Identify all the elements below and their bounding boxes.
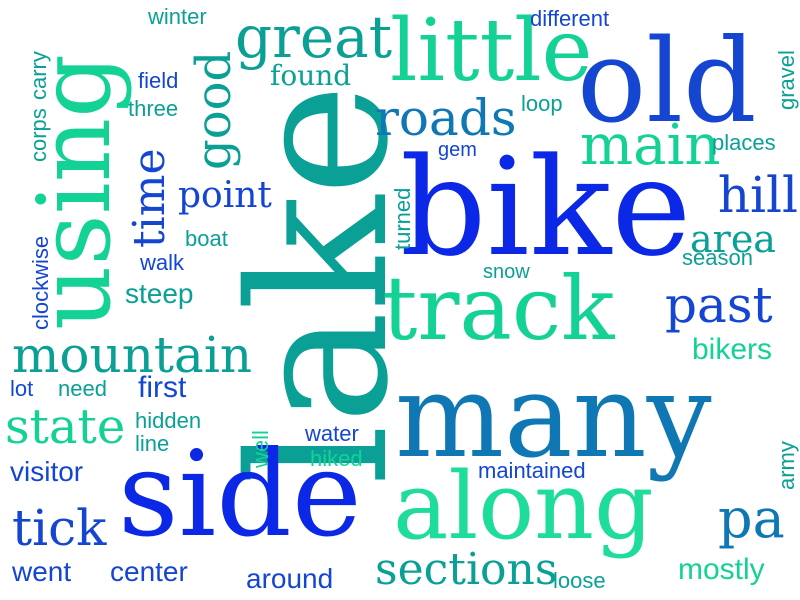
word-clockwise: clockwise xyxy=(28,235,53,330)
word-past: past xyxy=(665,276,773,334)
word-area: area xyxy=(690,217,776,261)
word-visitor: visitor xyxy=(10,456,84,487)
word-mountain: mountain xyxy=(12,326,253,384)
word-gem: gem xyxy=(438,139,477,161)
word-along: along xyxy=(393,452,654,560)
word-found: found xyxy=(270,59,352,92)
word-hill: hill xyxy=(717,166,798,224)
word-time: time xyxy=(124,148,175,248)
word-carry: carry xyxy=(26,51,51,100)
word-first: first xyxy=(138,371,187,404)
word-bikers: bikers xyxy=(692,333,773,366)
word-winter: winter xyxy=(148,4,207,29)
word-loop: loop xyxy=(521,91,563,116)
word-pa: pa xyxy=(718,487,785,550)
word-corps: corps xyxy=(26,108,51,162)
word-hidden: hidden xyxy=(135,408,202,433)
word-walk: walk xyxy=(140,250,185,275)
word-army: army xyxy=(774,441,799,490)
word-around: around xyxy=(246,563,334,594)
word-places: places xyxy=(712,130,776,155)
word-loose: loose xyxy=(553,568,606,593)
word-well: well xyxy=(248,430,273,468)
word-season: season xyxy=(682,245,753,270)
word-water: water xyxy=(305,421,359,446)
word-gravel: gravel xyxy=(774,50,799,110)
word-good: good xyxy=(186,50,242,170)
word-roads: roads xyxy=(375,89,517,147)
word-main: main xyxy=(580,113,721,178)
word-field: field xyxy=(138,68,179,93)
word-sections: sections xyxy=(375,544,558,595)
word-went: went xyxy=(12,556,72,587)
word-lot: lot xyxy=(10,376,34,401)
word-steep: steep xyxy=(125,278,194,309)
word-mostly: mostly xyxy=(678,553,765,586)
word-bike: bike xyxy=(400,129,692,286)
word-center: center xyxy=(110,556,188,587)
word-turned: turned xyxy=(390,187,415,250)
word-line: line xyxy=(135,431,170,456)
word-side: side xyxy=(118,425,362,563)
word-track: track xyxy=(382,257,615,360)
word-hiked: hiked xyxy=(310,446,363,471)
word-state: state xyxy=(5,399,126,455)
word-many: many xyxy=(395,350,712,484)
word-snow: snow xyxy=(483,261,530,283)
word-need: need xyxy=(58,376,107,401)
word-boat: boat xyxy=(185,226,228,251)
word-old: old xyxy=(577,15,757,149)
word-great: great xyxy=(235,3,393,71)
word-little: little xyxy=(390,1,593,101)
word-different: different xyxy=(530,6,610,31)
word-point: point xyxy=(178,175,272,216)
word-maintained: maintained xyxy=(478,458,586,483)
word-three: three xyxy=(128,96,179,121)
word-tick: tick xyxy=(12,499,107,557)
